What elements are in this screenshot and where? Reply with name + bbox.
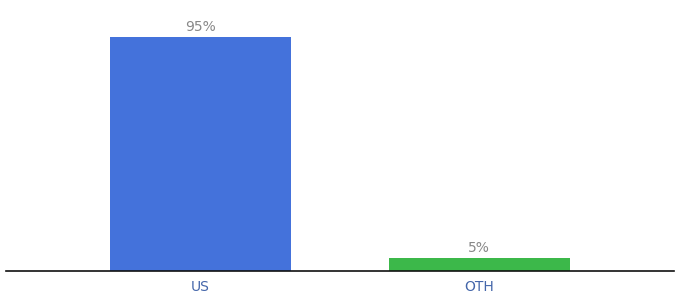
Bar [110,38,291,271]
Text: 5%: 5% [469,241,490,255]
Text: 95%: 95% [185,20,216,34]
Bar [389,258,570,271]
